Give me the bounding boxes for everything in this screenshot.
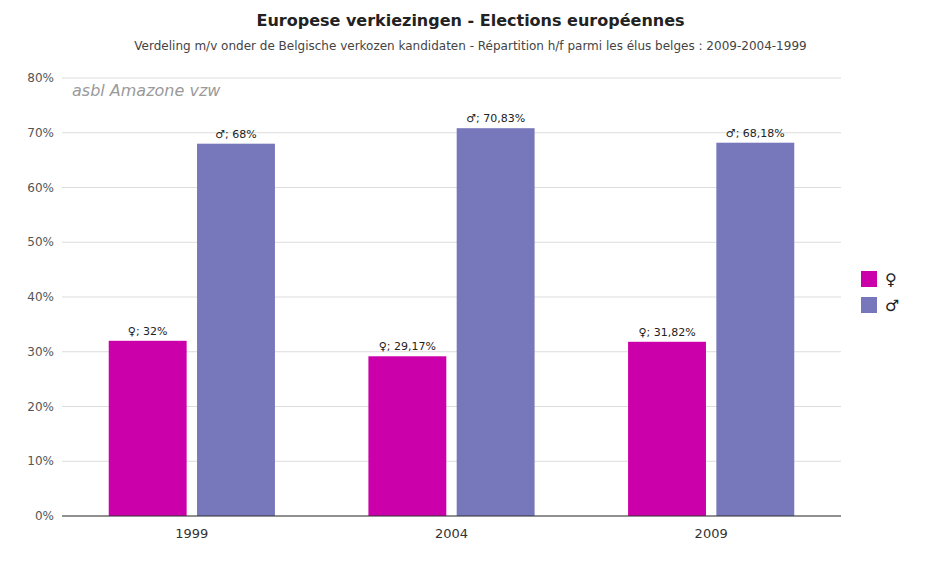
x-axis: 1999 2004 2009 — [62, 516, 841, 541]
y-tick-label: 30% — [27, 345, 54, 359]
annotation: asbl Amazone vzw — [72, 81, 221, 100]
y-tick-label: 0% — [35, 509, 54, 523]
bar — [368, 356, 446, 516]
legend-swatch — [861, 271, 877, 287]
data-label: ♀; 29,17% — [379, 340, 436, 353]
y-tick-label: 80% — [27, 71, 54, 85]
x-tick-label: 1999 — [175, 526, 208, 541]
data-label: ♂; 70,83% — [466, 112, 525, 125]
y-axis: 0% 10% 20% 30% 40% 50% 60% 70% 80% — [27, 71, 841, 523]
legend: ♀♂ — [861, 270, 899, 315]
legend-label: ♂ — [885, 296, 899, 315]
grid-line — [62, 516, 841, 517]
legend-swatch — [861, 297, 877, 313]
bar — [457, 128, 535, 516]
bar — [109, 341, 187, 516]
subtitle: Verdeling m/v onder de Belgische verkoze… — [134, 39, 806, 53]
legend-label: ♀ — [885, 270, 897, 289]
data-label: ♀; 32% — [128, 325, 168, 338]
y-tick-label: 70% — [27, 126, 54, 140]
y-tick-label: 50% — [27, 235, 54, 249]
grid-line — [62, 78, 841, 79]
data-labels: ♀; 32% ♀; 29,17% ♀; 31,82% ♂; 68% ♂; 70,83% ♂… — [128, 112, 785, 353]
x-tick-label: 2009 — [695, 526, 728, 541]
data-label: ♂; 68,18% — [726, 127, 785, 140]
chart: Europese verkiezingen - Elections europé… — [0, 0, 941, 561]
bar — [716, 143, 794, 516]
title: Europese verkiezingen - Elections europé… — [256, 11, 684, 30]
x-tick-label: 2004 — [435, 526, 468, 541]
x-axis-line — [62, 516, 841, 517]
bars — [109, 128, 795, 516]
y-tick-label: 20% — [27, 400, 54, 414]
grid-line — [62, 132, 841, 133]
data-label: ♂; 68% — [215, 128, 257, 141]
bar — [197, 144, 275, 516]
bar — [628, 342, 706, 516]
y-tick-label: 10% — [27, 454, 54, 468]
chart-container: Europese verkiezingen - Elections europé… — [0, 0, 941, 561]
data-label: ♀; 31,82% — [638, 326, 695, 339]
y-tick-label: 60% — [27, 181, 54, 195]
y-tick-label: 40% — [27, 290, 54, 304]
